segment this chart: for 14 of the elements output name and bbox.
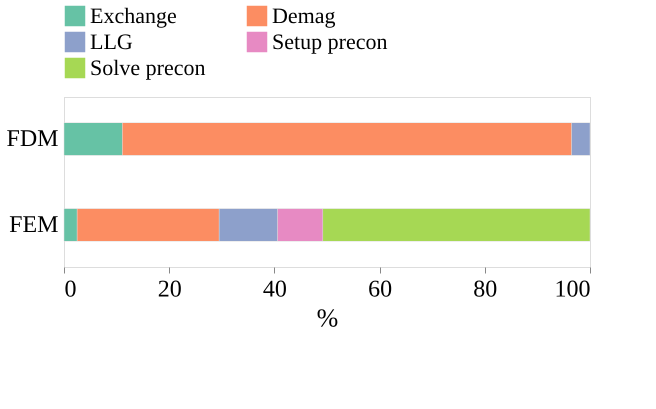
x-tick-label: 40 bbox=[262, 276, 287, 302]
legend-label: Setup precon bbox=[272, 29, 388, 54]
x-tick-label: 60 bbox=[368, 276, 392, 302]
x-tick-label: 80 bbox=[473, 276, 498, 302]
y-tick-label: FDM bbox=[6, 126, 58, 152]
x-tick-label: 100 bbox=[554, 276, 590, 302]
x-axis-title: % bbox=[316, 304, 338, 332]
legend-label: Exchange bbox=[90, 3, 177, 28]
legend-label: Demag bbox=[272, 3, 336, 28]
x-tick-label: 0 bbox=[64, 276, 76, 302]
legend-label: LLG bbox=[90, 29, 133, 54]
x-tick-label: 20 bbox=[158, 276, 182, 302]
legend-label: Solve precon bbox=[90, 55, 206, 80]
y-tick-label: FEM bbox=[9, 212, 58, 238]
